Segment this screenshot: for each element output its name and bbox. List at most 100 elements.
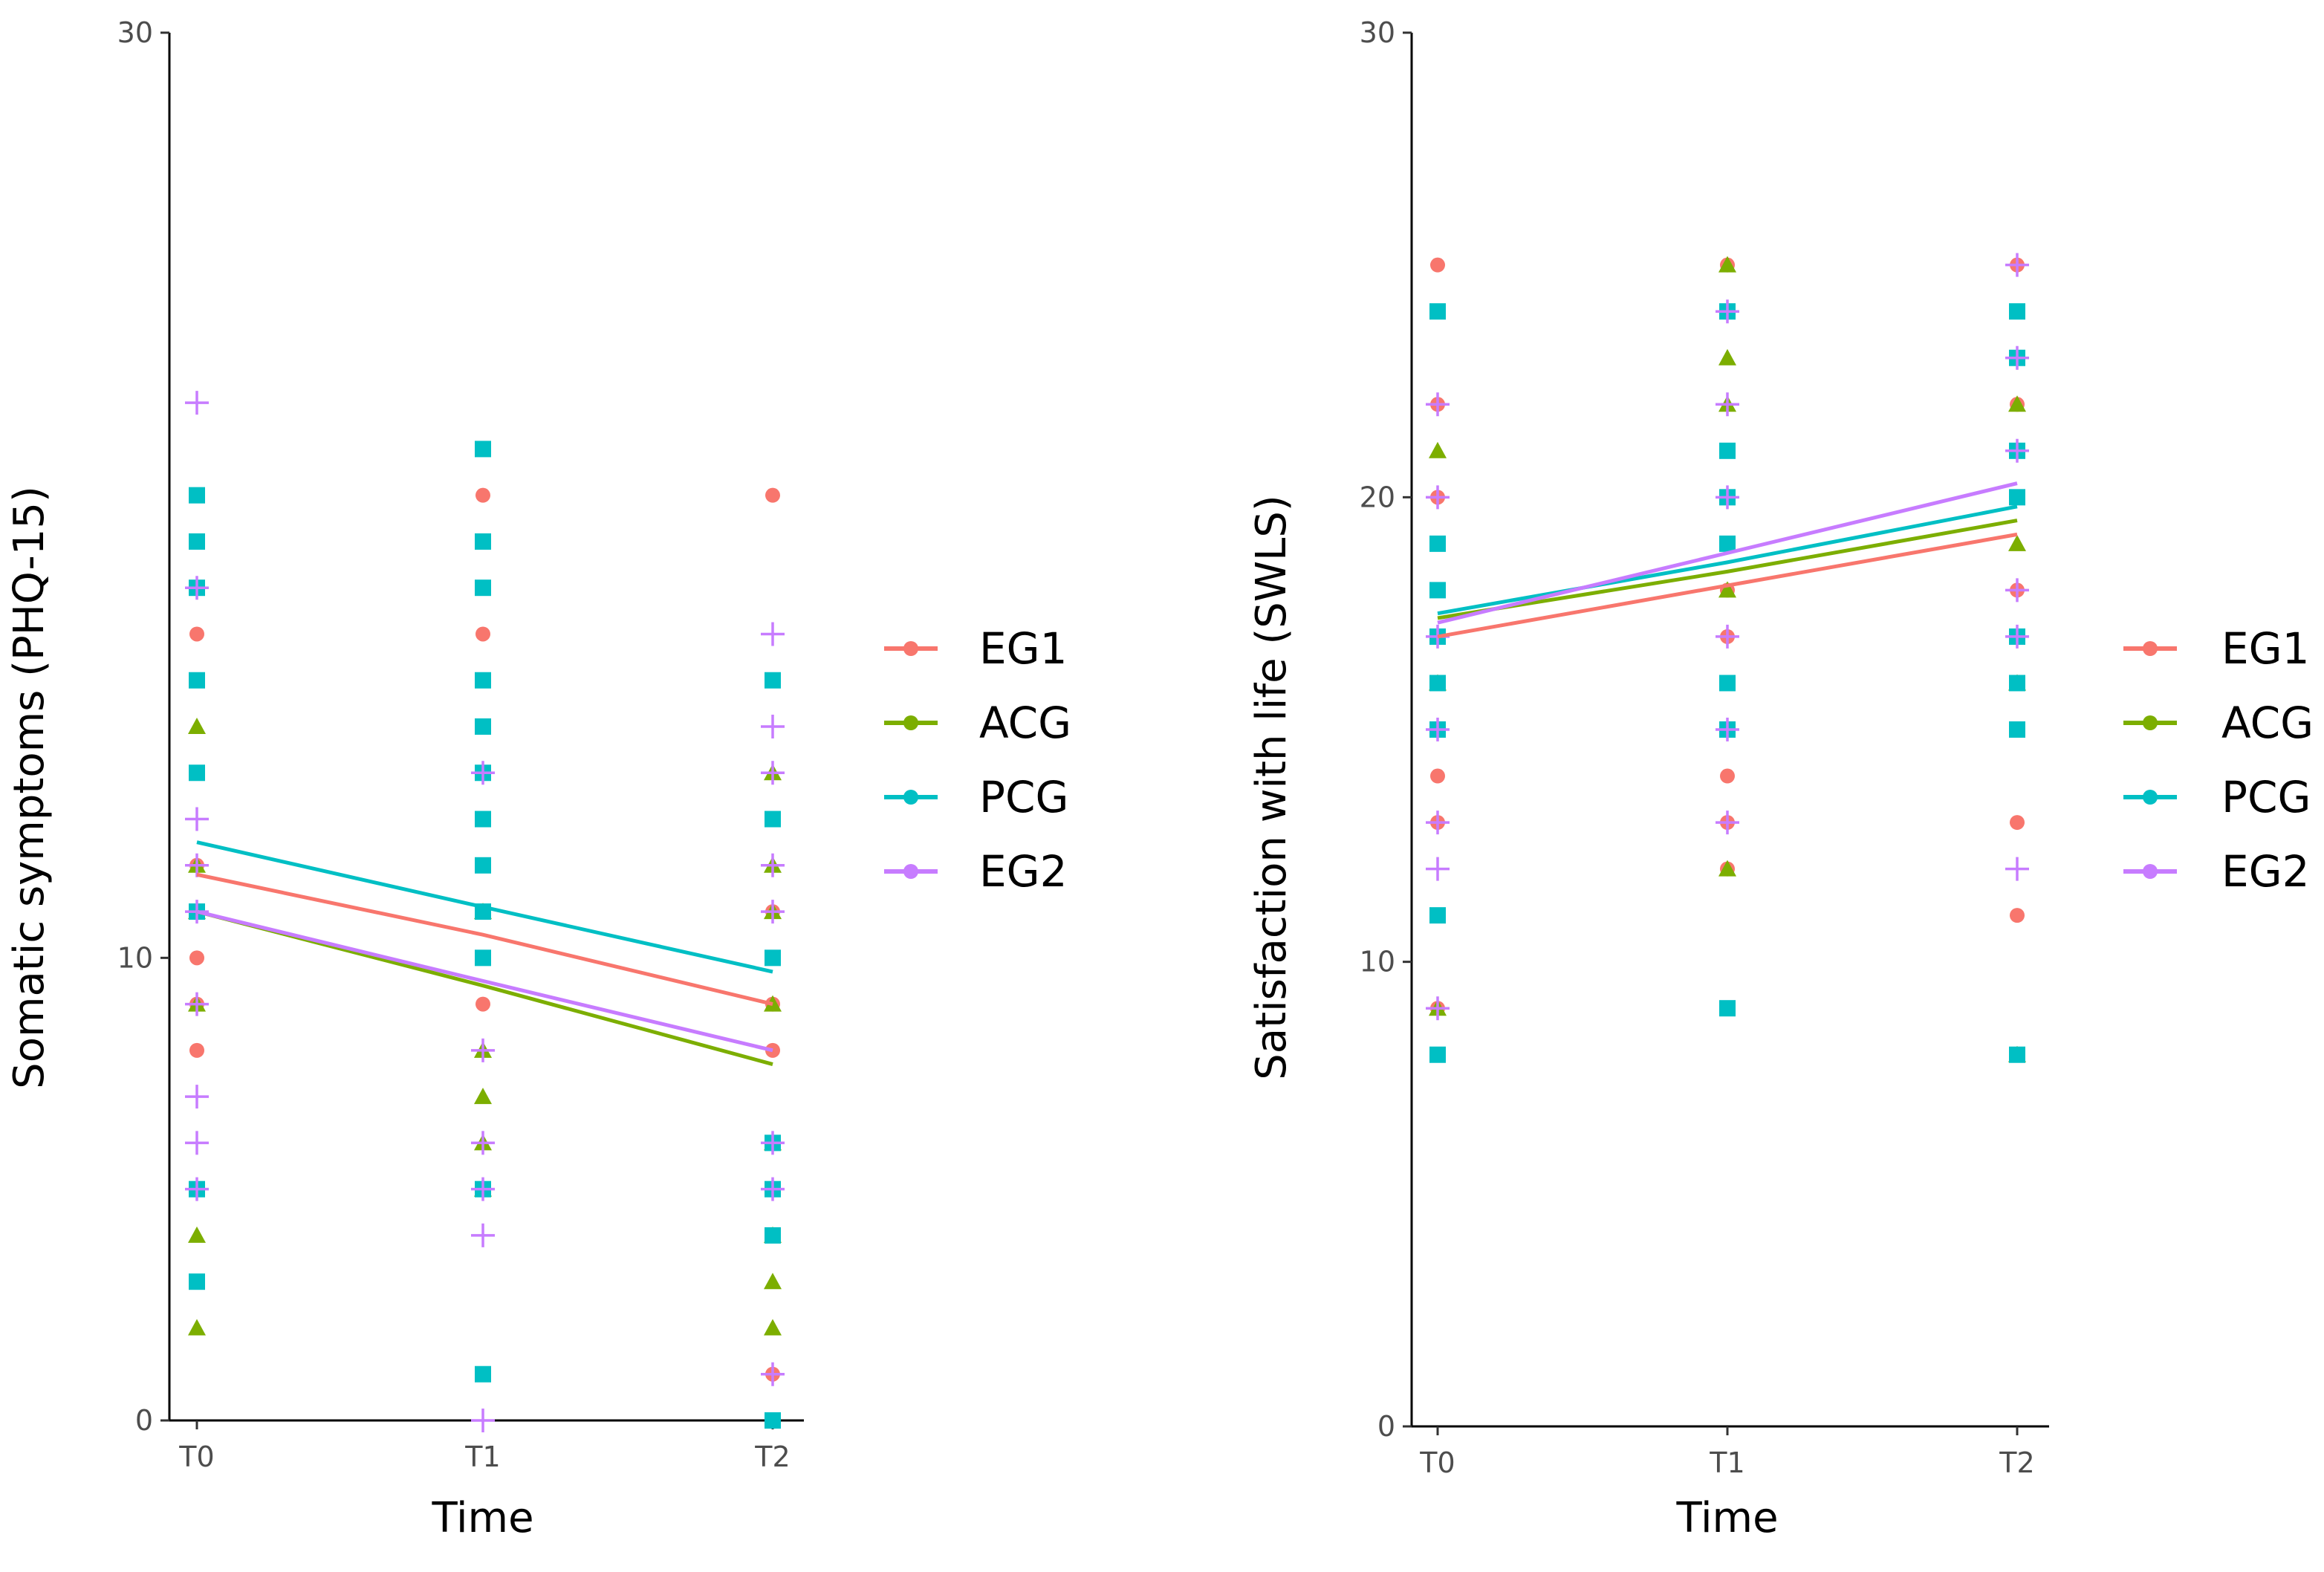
point-pcg-1 xyxy=(1429,535,1446,552)
trend-line-pcg xyxy=(1437,504,2018,616)
point-pcg-8 xyxy=(475,441,491,458)
point-eg1-10 xyxy=(475,626,490,642)
point-eg2-8 xyxy=(1716,392,1739,417)
points-eg2 xyxy=(1426,253,2029,1021)
point-eg2-21 xyxy=(761,1177,785,1201)
legend-key-marker-eg2 xyxy=(903,864,918,879)
point-acg-4 xyxy=(188,1226,206,1243)
point-pcg-25 xyxy=(765,1227,781,1244)
point-eg1-23 xyxy=(2010,908,2025,923)
point-pcg-21 xyxy=(2009,721,2025,738)
point-eg2-16 xyxy=(761,715,785,738)
point-eg1-5 xyxy=(189,950,204,966)
y-tick-label: 30 xyxy=(1360,16,1395,49)
point-pcg-14 xyxy=(1719,1000,1736,1017)
point-eg2-14 xyxy=(2005,345,2029,370)
point-eg2-15 xyxy=(761,622,785,646)
trend-line-eg2 xyxy=(1437,481,2018,625)
point-eg1-0 xyxy=(1430,257,1445,273)
point-acg-9 xyxy=(2008,534,2026,551)
legend: EG1 ACG PCG EG2 xyxy=(2123,623,2314,897)
legend-label-pcg: PCG xyxy=(979,772,1068,822)
point-pcg-14 xyxy=(475,811,491,828)
x-tick-label: T2 xyxy=(1999,1446,2034,1479)
point-pcg-0 xyxy=(1429,303,1446,320)
point-pcg-7 xyxy=(1429,1046,1446,1063)
point-acg-5 xyxy=(188,1319,206,1336)
x-axis-title: Time xyxy=(1675,1494,1778,1542)
point-pcg-17 xyxy=(475,949,491,967)
point-eg2-1 xyxy=(185,576,209,600)
x-tick-label: T0 xyxy=(178,1441,214,1473)
point-pcg-2 xyxy=(1429,582,1446,599)
y-tick-label: 20 xyxy=(1360,481,1395,513)
point-eg2-6 xyxy=(185,1085,209,1109)
points-pcg xyxy=(189,441,781,1429)
point-eg2-13 xyxy=(471,1223,495,1247)
point-pcg-7 xyxy=(189,1273,205,1290)
point-acg-6 xyxy=(1718,581,1736,598)
y-tick-label: 10 xyxy=(1360,946,1395,978)
point-eg1-6 xyxy=(1430,768,1445,784)
point-eg1-22 xyxy=(2010,815,2025,831)
point-acg-7 xyxy=(1718,860,1736,877)
point-pcg-20 xyxy=(765,672,781,689)
legend-label-acg: ACG xyxy=(979,698,1071,748)
point-eg2-2 xyxy=(185,807,209,831)
point-eg2-10 xyxy=(1716,624,1739,649)
legend-label-eg2: EG2 xyxy=(979,846,1068,897)
points-pcg xyxy=(1429,303,2025,1063)
y-tick-label: 10 xyxy=(117,941,153,974)
point-eg2-14 xyxy=(471,1409,495,1432)
legend-label-pcg: PCG xyxy=(2221,772,2311,822)
point-pcg-0 xyxy=(189,487,205,504)
point-pcg-22 xyxy=(2009,1046,2025,1063)
y-axis-title: Satisfaction with life (SWLS) xyxy=(1247,495,1296,1080)
y-tick-label: 0 xyxy=(135,1404,153,1437)
point-eg2-17 xyxy=(761,761,785,785)
point-eg2-12 xyxy=(471,1177,495,1201)
point-pcg-22 xyxy=(765,949,781,967)
point-eg2-18 xyxy=(761,853,785,877)
point-pcg-4 xyxy=(189,764,205,782)
point-eg2-3 xyxy=(1426,718,1450,741)
point-eg2-13 xyxy=(2005,253,2029,277)
point-acg-0 xyxy=(1429,441,1447,458)
point-eg2-1 xyxy=(1426,485,1450,510)
point-pcg-21 xyxy=(765,811,781,828)
point-eg2-11 xyxy=(471,1131,495,1155)
point-eg2-17 xyxy=(2005,624,2029,649)
point-acg-8 xyxy=(474,1088,492,1105)
point-eg1-1 xyxy=(189,626,204,642)
point-eg1-9 xyxy=(475,487,490,503)
y-tick-label: 30 xyxy=(117,16,153,49)
point-pcg-6 xyxy=(1429,907,1446,924)
point-eg2-5 xyxy=(1426,857,1450,881)
point-pcg-9 xyxy=(475,533,491,550)
y-axis-title: Somatic symptoms (PHQ-15) xyxy=(5,486,53,1089)
point-eg2-22 xyxy=(761,1362,785,1386)
y-tick-label: 0 xyxy=(1377,1410,1395,1443)
x-tick-label: T2 xyxy=(754,1441,790,1473)
legend-key-marker-pcg xyxy=(903,790,918,805)
point-pcg-9 xyxy=(1719,442,1736,459)
point-eg2-4 xyxy=(1426,811,1450,835)
point-pcg-11 xyxy=(1719,535,1736,552)
point-eg2-10 xyxy=(471,1038,495,1062)
point-eg2-18 xyxy=(2005,857,2029,881)
point-acg-3 xyxy=(1718,256,1736,273)
points-eg2 xyxy=(185,391,785,1432)
point-eg2-8 xyxy=(185,1177,209,1201)
trend-line-acg xyxy=(1437,519,2018,620)
point-eg2-19 xyxy=(761,900,785,924)
point-pcg-18 xyxy=(2009,489,2025,506)
legend: EG1 ACG PCG EG2 xyxy=(884,623,1071,897)
point-pcg-19 xyxy=(475,1365,491,1383)
legend-key-marker-eg2 xyxy=(2143,864,2158,879)
point-eg2-7 xyxy=(1716,299,1739,324)
legend-key-marker-eg1 xyxy=(2143,641,2158,656)
trend-line-eg2 xyxy=(196,909,773,1053)
points-acg xyxy=(188,718,782,1336)
